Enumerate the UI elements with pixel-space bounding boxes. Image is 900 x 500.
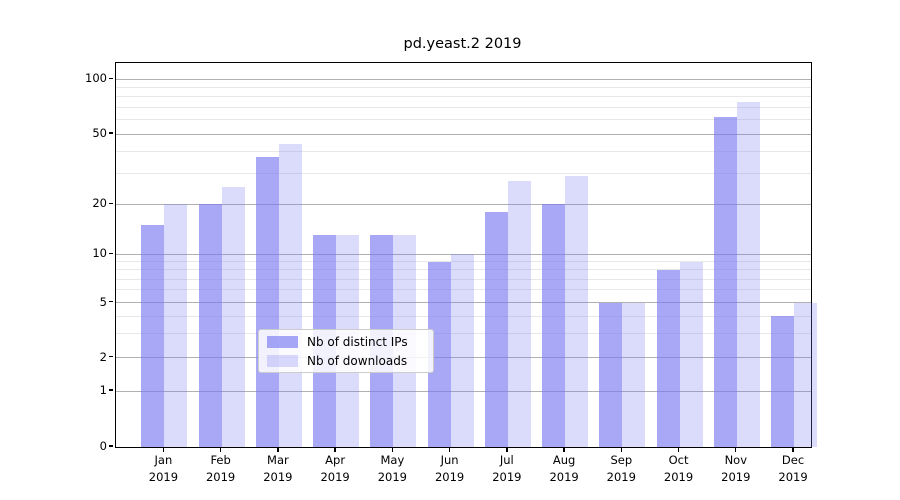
x-tick-label: Sep 2019 xyxy=(606,453,636,484)
x-tick-label: Apr 2019 xyxy=(320,453,350,484)
bar-distinct-ips-jun xyxy=(427,261,451,447)
bar-distinct-ips-feb xyxy=(198,204,222,447)
bar-downloads-aug xyxy=(565,175,589,447)
x-tick-label: Nov 2019 xyxy=(721,453,751,484)
minor-gridline xyxy=(116,278,811,280)
minor-gridline xyxy=(116,289,811,291)
x-tick-mark xyxy=(563,447,565,452)
bar-distinct-ips-mar xyxy=(255,157,279,447)
minor-gridline xyxy=(116,315,811,317)
y-tick-label: 20 xyxy=(92,196,107,211)
minor-gridline xyxy=(116,106,811,108)
plot-area xyxy=(115,62,818,448)
bar-downloads-sep xyxy=(622,302,646,447)
x-tick-label: Oct 2019 xyxy=(663,453,694,484)
chart-title: pd.yeast.2 2019 xyxy=(403,36,522,52)
x-tick-label: Aug 2019 xyxy=(549,453,579,484)
major-gridline xyxy=(116,390,811,392)
legend-entry: Nb of downloads xyxy=(267,354,425,368)
x-tick-mark xyxy=(277,447,279,452)
bar-distinct-ips-nov xyxy=(713,117,737,447)
y-tick-mark xyxy=(109,356,113,358)
bar-downloads-dec xyxy=(794,302,818,447)
x-tick-label: Dec 2019 xyxy=(778,453,808,484)
y-tick-mark xyxy=(109,202,113,204)
minor-gridline xyxy=(116,87,811,89)
x-tick-mark xyxy=(334,447,336,452)
x-tick-mark xyxy=(620,447,622,452)
x-tick-mark xyxy=(792,447,794,452)
legend-label: Nb of downloads xyxy=(307,353,408,368)
bar-distinct-ips-sep xyxy=(599,302,623,447)
x-tick-mark xyxy=(677,447,680,452)
y-tick-mark xyxy=(109,77,113,79)
y-tick-mark xyxy=(109,301,113,303)
major-gridline xyxy=(116,78,811,80)
bar-downloads-jul xyxy=(507,181,531,447)
x-tick-label: Feb 2019 xyxy=(205,453,236,484)
y-tick-label: 50 xyxy=(92,126,107,140)
bar-downloads-feb xyxy=(221,187,245,447)
legend: Nb of distinct IPs Nb of downloads xyxy=(258,329,434,373)
y-tick-label: 2 xyxy=(99,349,107,364)
legend-swatch xyxy=(267,335,298,348)
bar-distinct-ips-jul xyxy=(484,211,508,447)
major-gridline xyxy=(116,133,811,135)
y-tick-mark xyxy=(109,445,113,447)
y-tick-mark xyxy=(109,132,113,134)
bar-downloads-mar xyxy=(278,143,302,447)
x-tick-label: Jan 2019 xyxy=(148,453,179,484)
major-gridline xyxy=(116,302,811,304)
x-tick-label: May 2019 xyxy=(377,453,407,484)
y-tick-label: 5 xyxy=(99,294,107,309)
bar-downloads-nov xyxy=(736,102,760,447)
bar-distinct-ips-oct xyxy=(656,269,680,447)
minor-gridline xyxy=(116,150,811,152)
minor-gridline xyxy=(116,172,811,174)
x-tick-label: Jul 2019 xyxy=(492,453,522,484)
x-tick-label: Jun 2019 xyxy=(434,453,465,484)
y-tick-label: 1 xyxy=(99,383,107,397)
y-tick-mark xyxy=(109,252,113,254)
bar-downloads-jun xyxy=(450,254,474,447)
legend-entry: Nb of distinct IPs xyxy=(267,335,425,349)
bar-distinct-ips-aug xyxy=(542,204,566,447)
minor-gridline xyxy=(116,332,811,334)
bar-distinct-ips-jan xyxy=(141,225,165,447)
major-gridline xyxy=(116,253,811,255)
x-tick-mark xyxy=(219,447,222,452)
x-tick-mark xyxy=(391,447,394,452)
y-tick-label: 0 xyxy=(99,439,107,453)
x-tick-mark xyxy=(448,447,451,452)
y-tick-mark xyxy=(109,389,113,391)
bar-downloads-oct xyxy=(679,261,703,447)
bar-distinct-ips-dec xyxy=(771,316,795,447)
x-tick-label: Mar 2019 xyxy=(263,453,293,484)
minor-gridline xyxy=(116,261,811,263)
x-tick-mark xyxy=(735,447,737,452)
y-tick-label: 10 xyxy=(92,246,107,261)
minor-gridline xyxy=(116,269,811,271)
x-tick-mark xyxy=(506,447,508,452)
minor-gridline xyxy=(116,96,811,98)
minor-gridline xyxy=(116,119,811,121)
major-gridline xyxy=(116,357,811,359)
legend-label: Nb of distinct IPs xyxy=(307,334,408,349)
y-tick-label: 100 xyxy=(85,71,107,86)
x-tick-mark xyxy=(162,447,165,452)
major-gridline xyxy=(116,203,811,205)
bar-downloads-jan xyxy=(164,204,188,447)
legend-swatch xyxy=(267,354,298,367)
